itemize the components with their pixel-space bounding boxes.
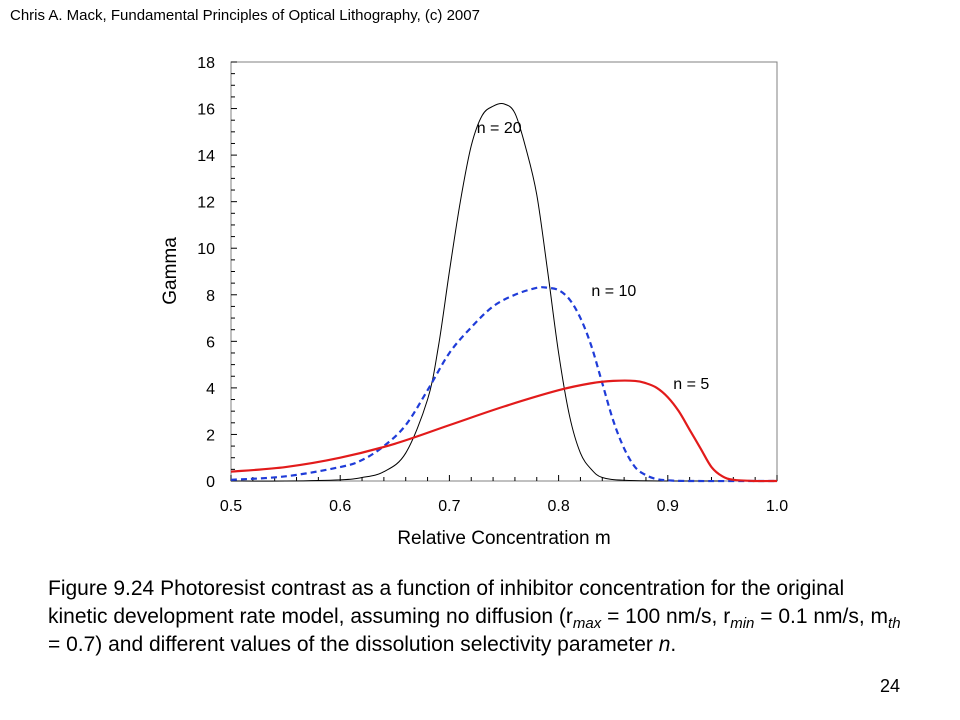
series-label-3: n = 5 — [673, 376, 709, 393]
caption-sub-th: th — [888, 615, 901, 632]
x-tick-label: 0.9 — [657, 498, 679, 515]
gamma-chart: 0 2 4 6 8 10 12 14 16 18 0.5 0.6 0.7 0.8 0.9 1.0 n = 20 n… — [160, 55, 788, 549]
caption-sub-min: min — [730, 615, 755, 632]
y-tick-label: 14 — [197, 148, 215, 165]
header-text: Chris A. Mack, Fundamental Principles of… — [10, 7, 480, 24]
x-tick-label: 1.0 — [766, 498, 788, 515]
x-axis-label: Relative Concentration m — [397, 528, 610, 549]
x-tick-label: 0.5 — [220, 498, 242, 515]
y-tick-label: 12 — [197, 195, 215, 212]
series-label-1: n = 20 — [477, 120, 522, 137]
series-line-2 — [230, 286, 778, 483]
y-tick-label: 16 — [197, 102, 215, 119]
y-tick-label: 6 — [206, 334, 215, 351]
figure-caption: Figure 9.24 Photoresist contrast as a fu… — [48, 575, 908, 659]
ticks-layer — [230, 61, 778, 482]
series-label-2: n = 10 — [591, 283, 636, 300]
y-axis-label: Gamma — [160, 237, 181, 305]
caption-n-variable: n — [658, 633, 671, 656]
page-number: 24 — [880, 676, 901, 696]
y-tick-label: 8 — [206, 288, 215, 305]
caption-text-1: Figure 9.24 Photoresist contrast as a fu… — [48, 577, 845, 628]
y-tick-label: 4 — [206, 381, 215, 398]
caption-text-3: = 0.1 nm/s, m — [754, 605, 889, 628]
caption-text-5: . — [670, 633, 677, 656]
x-tick-label: 0.8 — [547, 498, 569, 515]
x-tick-label: 0.6 — [329, 498, 351, 515]
series-line-1 — [230, 103, 723, 482]
y-tick-label: 0 — [206, 474, 215, 491]
y-tick-label: 2 — [206, 427, 215, 444]
caption-sub-max: max — [572, 615, 602, 632]
caption-text-4: = 0.7) and different values of the disso… — [48, 633, 659, 656]
x-tick-label: 0.7 — [438, 498, 460, 515]
y-tick-label: 10 — [197, 241, 215, 258]
caption-text-2: = 100 nm/s, r — [601, 605, 731, 628]
labels-layer: 0 2 4 6 8 10 12 14 16 18 0.5 0.6 0.7 0.8 0.9 1.0 n = 20 n… — [197, 55, 788, 515]
y-tick-label: 18 — [197, 55, 215, 72]
series-layer — [230, 103, 778, 483]
series-line-3 — [230, 379, 778, 483]
